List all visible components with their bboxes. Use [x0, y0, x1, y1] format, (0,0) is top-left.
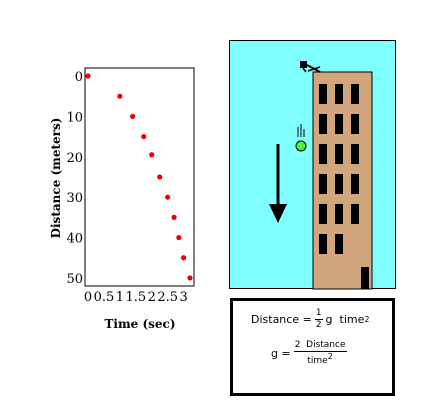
fraction-denominator: time2 — [307, 352, 333, 366]
building-door — [361, 267, 369, 289]
data-point — [117, 93, 123, 99]
fraction-distance-over-time: 2 Distance time2 — [293, 340, 347, 366]
y-tick-label: 50 — [66, 272, 83, 287]
building-window — [335, 144, 343, 164]
building-windows — [319, 84, 359, 254]
gravity-formula: g = 2 Distance time2 — [271, 341, 350, 366]
y-tick-label: 20 — [66, 151, 83, 166]
building-window — [351, 84, 359, 104]
x-tick-label: 1 — [116, 290, 124, 305]
x-tick-label: 3 — [179, 290, 187, 305]
x-tick-label: 0.5 — [94, 290, 115, 305]
x-tick-label: 2 — [148, 290, 156, 305]
building-window — [319, 114, 327, 134]
data-point — [157, 174, 163, 180]
y-tick-label: 0 — [75, 70, 83, 85]
ball-icon — [295, 124, 307, 152]
building-window — [319, 84, 327, 104]
falling-ball-scene — [229, 40, 396, 290]
building-window — [335, 84, 343, 104]
formula-exponent: 2 — [327, 352, 333, 361]
y-tick-label: 40 — [66, 232, 83, 247]
plot-frame — [84, 67, 195, 287]
x-axis-title: Time (sec) — [104, 317, 175, 331]
fraction-denominator: 2 — [315, 320, 322, 330]
down-arrow-icon — [269, 144, 287, 223]
formula-g-lhs: g = — [271, 347, 291, 360]
building-window — [351, 114, 359, 134]
x-tick-labels: 0 0.5 1 1.5 2 2.5 3 — [84, 290, 188, 305]
data-point — [141, 133, 147, 140]
y-tick-label: 30 — [66, 191, 83, 206]
data-point — [176, 234, 182, 241]
data-point — [187, 275, 193, 281]
x-tick-label: 1.5 — [125, 290, 146, 305]
fraction-numerator: 2 Distance — [293, 340, 347, 352]
data-points — [85, 73, 193, 281]
building-window — [319, 204, 327, 224]
y-axis-title: Distance (meters) — [49, 118, 63, 239]
x-tick-label: 0 — [84, 290, 92, 305]
formula-box: Distance = 1 2 g time 2 g = 2 Distance ti… — [230, 298, 395, 396]
building-window — [351, 144, 359, 164]
data-point — [130, 113, 136, 119]
data-point — [171, 214, 177, 220]
building-window — [351, 174, 359, 194]
building-window — [319, 174, 327, 194]
distance-formula: Distance = 1 2 g time 2 — [251, 309, 369, 330]
data-point — [85, 73, 91, 79]
building-window — [335, 234, 343, 254]
data-point — [149, 152, 155, 158]
formula-distance-rhs: g time — [325, 313, 365, 326]
fraction-numerator: 1 — [314, 308, 323, 320]
fraction-one-half: 1 2 — [314, 308, 323, 330]
formula-exponent: 2 — [364, 315, 370, 324]
building-window — [335, 174, 343, 194]
person-icon — [300, 61, 321, 73]
building-window — [351, 204, 359, 224]
y-tick-label: 10 — [66, 110, 83, 125]
y-tick-labels: 0 10 20 30 40 50 — [66, 70, 83, 287]
building-window — [319, 144, 327, 164]
building-window — [335, 204, 343, 224]
building-window — [335, 114, 343, 134]
data-point — [165, 194, 171, 200]
data-point — [181, 255, 187, 261]
building-window — [319, 234, 327, 254]
x-tick-label: 2.5 — [157, 290, 178, 305]
formula-distance-lhs: Distance = — [251, 313, 312, 326]
